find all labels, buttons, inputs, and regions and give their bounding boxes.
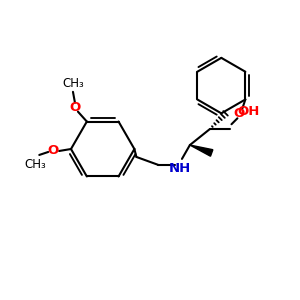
Text: O: O [234, 107, 245, 120]
Text: O: O [47, 145, 59, 158]
Text: NH: NH [169, 162, 191, 175]
Text: CH₃: CH₃ [62, 77, 84, 90]
Text: OH: OH [237, 105, 260, 118]
Polygon shape [190, 145, 213, 156]
Text: O: O [69, 101, 81, 114]
Text: CH₃: CH₃ [24, 158, 46, 171]
